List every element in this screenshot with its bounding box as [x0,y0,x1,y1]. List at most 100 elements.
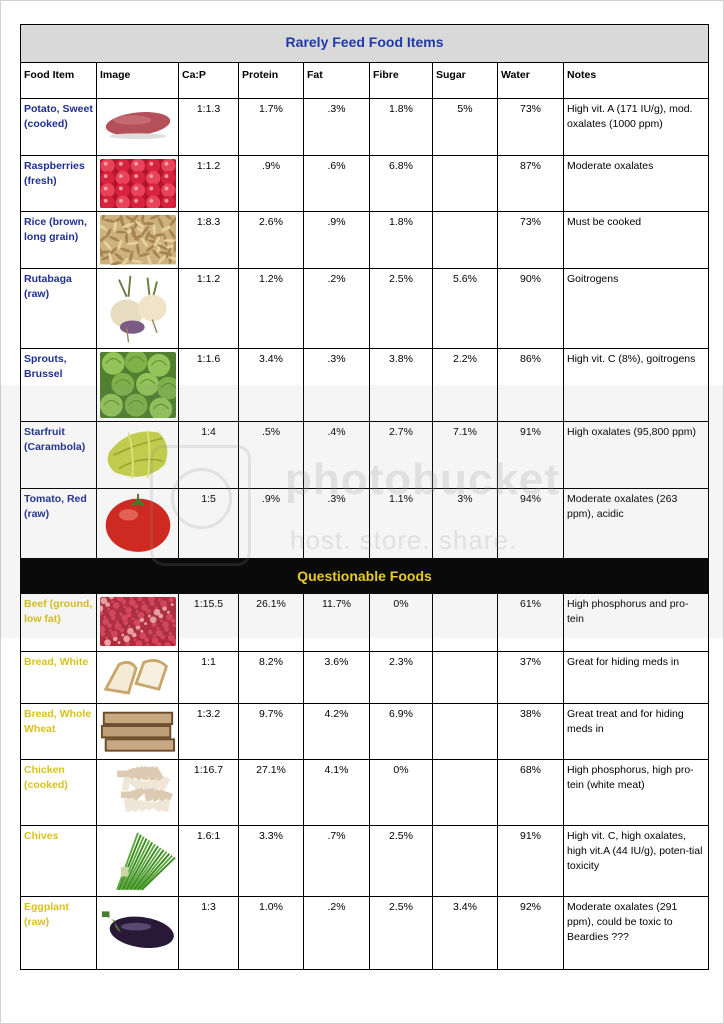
water-value: 91% [497,421,564,490]
water-value: 61% [497,593,564,653]
food-image-cell [96,703,179,761]
food-table: Rarely Feed Food Items Food Item Image C… [19,24,710,971]
fibre-value: 0% [369,593,433,653]
cap-value: 1:16.7 [178,759,239,827]
fat-value: 4.2% [303,703,370,761]
cap-value: 1:5 [178,488,239,560]
col-header-fat: Fat [303,62,370,99]
protein-value: .9% [238,488,304,560]
protein-value: 8.2% [238,651,304,705]
food-row: Eggplant (raw) 1:3 1.0% .2% 2.5% 3.4% 92% Moder… [20,896,710,971]
food-name: Bread, Whole Wheat [20,703,97,761]
notes-value: High phosphorus and pro-tein [562,593,710,653]
section-header-questionable: Questionable Foods [19,558,710,595]
fibre-value: 2.5% [369,825,433,898]
wheat-bread-image [100,707,176,757]
food-image-cell [96,268,179,349]
notes-value: Moderate oxalates (291 ppm), could be to… [562,896,710,971]
fat-value: .4% [303,421,370,490]
water-value: 73% [497,98,564,156]
protein-value: 26.1% [238,593,304,653]
fat-value: 3.6% [303,651,370,705]
protein-value: 2.6% [238,211,304,270]
section-title-questionable: Questionable Foods [19,558,710,595]
water-value: 38% [497,703,564,761]
food-image-cell [96,896,179,971]
food-name: Potato, Sweet (cooked) [20,98,97,156]
food-image-cell [96,211,179,270]
sugar-value: 5% [432,98,498,156]
fibre-value: 0% [369,759,433,827]
sweet-potato-image [105,112,171,140]
protein-value: .5% [238,421,304,490]
sugar-value: 7.1% [432,421,498,490]
sugar-value: 5.6% [432,268,498,349]
notes-value: Goitrogens [562,268,710,349]
food-image-cell [96,421,179,490]
rutabaga-image [100,272,176,345]
protein-value: 3.3% [238,825,304,898]
eggplant-image [100,900,176,956]
fat-value: 4.1% [303,759,370,827]
food-image-cell [96,593,179,653]
fat-value: .6% [303,154,370,213]
col-header-food-item: Food Item [20,62,97,99]
fibre-value: 6.9% [369,703,433,761]
fibre-value: 6.8% [369,154,433,213]
cap-value: 1.6:1 [178,825,239,898]
white-bread-image [100,655,176,697]
fibre-value: 1.8% [369,211,433,270]
sugar-value: 3.4% [432,896,498,971]
protein-value: 9.7% [238,703,304,761]
food-row: Raspberries (fresh) 1:1.2.9% .6% 6.8% 87% Mod… [20,154,710,213]
water-value: 92% [497,896,564,971]
chives-image [100,829,176,893]
fibre-value: 2.5% [369,268,433,349]
protein-value: 27.1% [238,759,304,827]
sugar-value [432,651,498,705]
cap-value: 1:1.6 [178,347,239,423]
food-row: Potato, Sweet (cooked) 1:1.3 1.7% .3% 1.8% 5%… [20,98,710,156]
water-value: 68% [497,759,564,827]
food-row: Starfruit (Carambola) 1:4.5% .4% 2.7% 7.1% 91… [20,421,710,490]
col-header-sugar: Sugar [432,62,498,99]
food-name: Raspberries (fresh) [20,154,97,213]
food-name: Tomato, Red (raw) [20,488,97,560]
water-value: 37% [497,651,564,705]
notes-value: High vit. C (8%), goitrogens [562,347,710,423]
sugar-value [432,593,498,653]
protein-value: 1.2% [238,268,304,349]
fat-value: .3% [303,347,370,423]
col-header-notes: Notes [562,62,710,99]
notes-value: High vit. A (171 IU/g), mod. oxalates (1… [562,98,710,156]
sugar-value [432,825,498,898]
food-row: Beef (ground, low fat) 1:15.5 26.1% 11.7% 0%… [20,593,710,653]
fibre-value: 2.3% [369,651,433,705]
food-name: Bread, White [20,651,97,705]
food-row: Tomato, Red (raw) 1:5.9% .3% 1.1% 3% 94% Moder… [20,488,710,560]
sugar-value: 2.2% [432,347,498,423]
col-header-fibre: Fibre [369,62,433,99]
food-row: Chives 1.6:1 3.3% .7% 2.5% 91% High vit. C, hi… [20,825,710,898]
cap-value: 1:1.2 [178,268,239,349]
food-row: Rutabaga (raw) 1:1.2 1.2% .2% 2.5% 5.6% 90% Goi… [20,268,710,349]
raspberries-image [100,159,176,209]
col-header-image: Image [96,62,179,99]
notes-value: Must be cooked [562,211,710,270]
sugar-value [432,759,498,827]
food-image-cell [96,488,179,560]
fat-value: .2% [303,268,370,349]
cap-value: 1:1 [178,651,239,705]
food-name: Chicken (cooked) [20,759,97,827]
protein-value: .9% [238,154,304,213]
sugar-value [432,154,498,213]
food-row: Rice (brown, long grain) 1:8.3 2.6% .9% 1.8%… [20,211,710,270]
food-image-cell [96,825,179,898]
food-image-cell [96,651,179,705]
col-header-cap: Ca:P [178,62,239,99]
fat-value: .2% [303,896,370,971]
sugar-value [432,211,498,270]
food-image-cell [96,154,179,213]
cap-value: 1:3.2 [178,703,239,761]
fibre-value: 1.1% [369,488,433,560]
